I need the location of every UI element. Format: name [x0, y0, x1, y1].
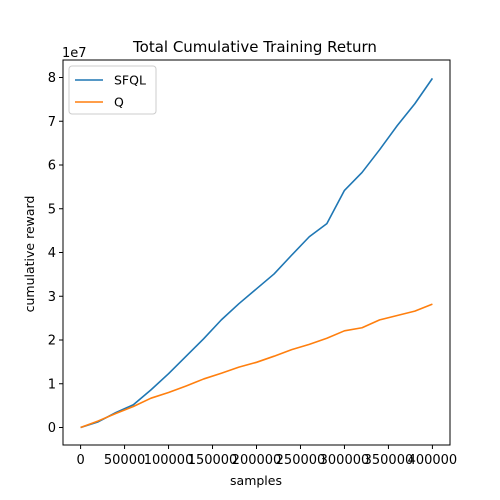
plot-area: [80, 77, 434, 429]
series-line-q: [80, 303, 433, 429]
x-tick-label: 350000: [364, 453, 414, 468]
y-tick-label: 5: [48, 202, 56, 217]
x-tick-label: 0: [76, 453, 84, 468]
legend-label-q: Q: [114, 95, 124, 110]
chart-title: Total Cumulative Training Return: [132, 38, 377, 56]
legend: SFQL Q: [68, 65, 157, 115]
y-axis-label: cumulative reward: [22, 196, 37, 313]
x-tick-label: 150000: [188, 453, 238, 468]
y-tick-label: 0: [48, 421, 56, 436]
y-tick-label: 2: [48, 334, 56, 349]
x-tick-label: 200000: [232, 453, 282, 468]
y-tick-label: 7: [48, 115, 56, 130]
x-axis-ticks: 0 500001000001500002000002500003000003500…: [76, 445, 457, 468]
y-tick-label: 6: [48, 159, 56, 174]
x-axis-label: samples: [230, 473, 282, 488]
y-tick-label: 3: [48, 290, 56, 305]
x-tick-label: 50000: [104, 453, 145, 468]
y-tick-label: 8: [48, 71, 56, 86]
y-tick-label: 1: [48, 377, 56, 392]
x-tick-label: 300000: [320, 453, 370, 468]
plot-frame: [62, 59, 451, 446]
x-tick-label: 100000: [144, 453, 194, 468]
y-axis-ticks: 0 1 2 3 4 5 6 7 8: [48, 71, 63, 436]
y-tick-label: 4: [48, 246, 56, 261]
legend-label-sfql: SFQL: [114, 73, 146, 88]
x-tick-label: 400000: [408, 453, 458, 468]
x-tick-label: 250000: [276, 453, 326, 468]
series-line-sfql: [80, 77, 434, 429]
y-offset-label: 1e7: [62, 46, 87, 61]
